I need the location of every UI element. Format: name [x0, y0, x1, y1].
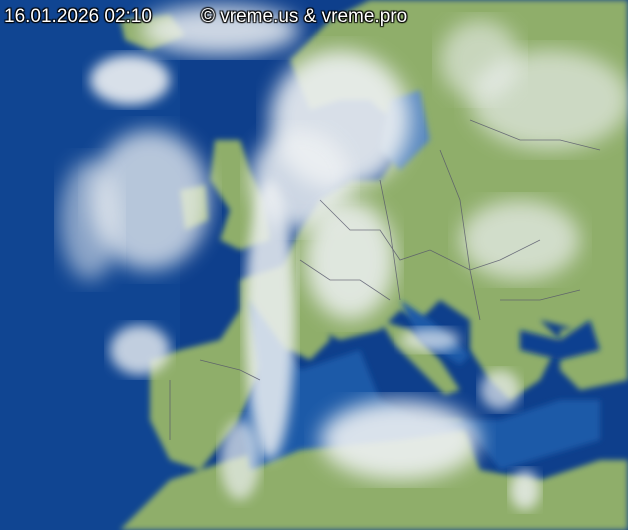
country-borders	[169, 119, 601, 440]
copyright-label: © vreme.us & vreme.pro	[201, 6, 408, 27]
timestamp-label: 16.01.2026 02:10	[4, 6, 152, 27]
